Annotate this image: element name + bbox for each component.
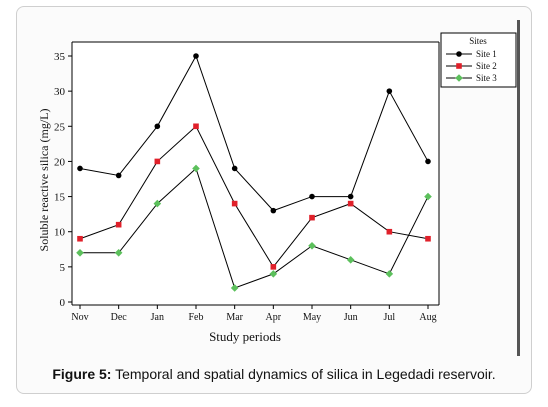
data-point-series-3 [308,241,316,250]
data-point-series-1 [347,193,354,200]
data-point-series-1 [309,193,315,200]
y-tick-label: 0 [60,297,66,309]
data-point-series-2 [154,158,161,165]
y-tick-label: 20 [54,156,66,168]
x-tick-label: Dec [111,312,128,323]
legend-title: Sites [469,36,487,46]
data-point-series-1 [115,172,122,179]
data-point-series-3 [192,164,200,173]
data-point-series-1 [193,53,199,59]
y-tick-label: 25 [54,121,66,133]
figure-caption: Figure 5: Temporal and spatial dynamics … [16,366,532,382]
legend-marker [456,63,462,69]
data-point-series-1 [231,165,238,172]
data-point-series-3 [346,256,355,264]
x-tick-label: Apr [266,312,282,323]
data-point-series-3 [76,249,84,257]
legend: Sites Site 1 Site 2 Site 3 [440,32,517,88]
data-point-series-2 [347,200,354,207]
data-point-series-1 [425,158,431,165]
series-lines [79,54,429,289]
x-tick-label: Jan [151,312,164,323]
x-tick-label: Feb [189,312,204,323]
y-tick-label: 15 [54,192,66,204]
right-border-bar [517,20,520,356]
data-point-series-2 [270,264,277,270]
data-point-series-1 [386,88,393,94]
series-line-2 [79,125,429,268]
data-point-series-1 [77,165,83,172]
data-point-series-2 [77,235,83,242]
legend-label: Site 3 [476,73,497,83]
data-point-series-3 [424,192,432,201]
legend-label: Site 2 [476,61,497,71]
x-tick-label: Nov [71,312,88,323]
data-point-series-3 [269,270,278,278]
y-axis-label: Soluble reactive silica (mg/L) [37,109,51,252]
series-line-1 [79,54,429,212]
x-tick-label: May [303,312,321,323]
legend-marker [455,74,463,82]
series-markers [76,53,432,292]
data-point-series-3 [230,284,239,292]
plot-area [72,42,439,305]
data-point-series-2 [309,214,315,221]
data-point-series-2 [193,123,199,130]
caption-text: Temporal and spatial dynamics of silica … [111,366,496,382]
caption-label: Figure 5: [52,366,112,382]
data-point-series-2 [231,200,238,207]
y-tick-label: 10 [54,227,66,239]
data-point-series-3 [114,249,123,257]
x-tick-label: Jul [383,312,395,323]
tick-labels: 0 5 10 15 20 25 30 35 Nov Dec Jan Feb Mar Apr May Jun Ju… [54,51,437,323]
legend-label: Site 1 [476,49,497,59]
data-point-series-2 [425,235,431,242]
legend-marker [456,51,462,57]
data-point-series-2 [386,228,393,235]
y-tick-label: 5 [60,262,66,274]
data-point-series-3 [385,270,394,278]
data-point-series-3 [153,199,162,208]
legend-items: Site 1 Site 2 Site 3 [446,49,497,83]
axes [68,41,440,309]
data-point-series-1 [270,207,277,214]
x-axis-label: Study periods [209,329,281,344]
y-tick-label: 35 [54,51,66,63]
x-tick-label: Aug [419,312,436,323]
data-point-series-1 [154,123,161,130]
data-point-series-2 [115,221,122,228]
x-tick-label: Mar [226,312,243,323]
series-line-3 [80,167,429,289]
x-tick-label: Jun [344,312,358,323]
y-tick-label: 30 [54,86,66,98]
